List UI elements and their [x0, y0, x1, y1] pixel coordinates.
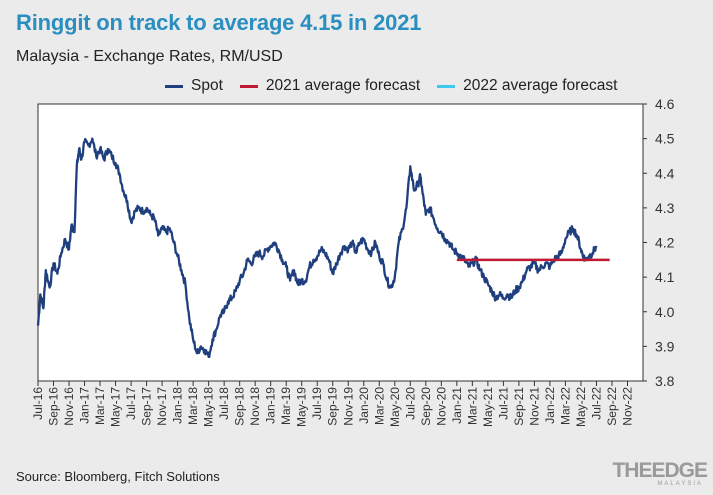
x-tick-label: Mar-17 — [93, 387, 107, 425]
x-tick-label: Jan-20 — [357, 387, 371, 424]
legend-label-spot: Spot — [191, 77, 223, 94]
x-tick-label: Sep-20 — [419, 387, 433, 426]
x-tick-label: Sep-22 — [605, 387, 619, 426]
x-tick-label: May-19 — [295, 387, 309, 427]
legend-swatch-2021-forecast — [239, 84, 258, 88]
brand-logo-subtext: MALAYSIA — [657, 481, 703, 487]
chart-legend: Spot 2021 average forecast 2022 average … — [165, 77, 617, 95]
x-tick-label: May-20 — [388, 387, 402, 427]
x-tick-label: Nov-18 — [248, 387, 262, 426]
x-tick-label: Jan-18 — [171, 387, 185, 424]
y-tick-label: 4.1 — [655, 269, 675, 285]
x-tick-label: Jan-21 — [450, 387, 464, 424]
x-tick-label: Jan-19 — [264, 387, 278, 424]
x-tick-label: Sep-19 — [326, 387, 340, 426]
x-tick-label: Nov-17 — [155, 387, 169, 426]
x-tick-label: Jan-22 — [543, 387, 557, 424]
x-tick-label: Nov-21 — [527, 387, 541, 426]
x-tick-label: Jul-17 — [124, 387, 138, 420]
brand-logo: THEEDGE MALAYSIA — [607, 459, 708, 491]
legend-label-2021-forecast: 2021 average forecast — [265, 77, 421, 94]
y-tick-label: 4.0 — [655, 304, 675, 320]
x-tick-label: Mar-22 — [558, 387, 572, 425]
y-tick-label: 4.5 — [655, 131, 675, 147]
x-tick-label: Jul-20 — [403, 387, 417, 420]
x-tick-label: Mar-19 — [279, 387, 293, 425]
y-tick-label: 4.6 — [655, 96, 675, 112]
x-tick-label: Jul-22 — [589, 387, 603, 420]
x-tick-label: Mar-21 — [465, 387, 479, 425]
y-tick-label: 3.9 — [655, 338, 675, 354]
chart-subtitle: Malaysia - Exchange Rates, RM/USD — [16, 48, 283, 65]
x-tick-label: Jul-19 — [310, 387, 324, 420]
x-tick-label: May-21 — [481, 387, 495, 427]
legend-item-2021-forecast: 2021 average forecast — [239, 77, 421, 95]
chart-title: Ringgit on track to average 4.15 in 2021 — [16, 10, 422, 35]
x-tick-label: Jul-18 — [217, 387, 231, 420]
legend-item-2022-forecast: 2022 average forecast — [437, 77, 617, 95]
x-tick-label: Mar-18 — [186, 387, 200, 425]
x-tick-label: Nov-22 — [620, 387, 634, 426]
x-tick-label: Jul-21 — [496, 387, 510, 420]
x-tick-label: Sep-18 — [233, 387, 247, 426]
x-tick-label: May-18 — [202, 387, 216, 427]
y-tick-label: 3.8 — [655, 373, 675, 389]
y-tick-label: 4.2 — [655, 235, 675, 251]
y-tick-label: 4.3 — [655, 200, 675, 216]
x-tick-label: Nov-19 — [341, 387, 355, 426]
x-tick-label: Sep-21 — [512, 387, 526, 426]
x-tick-label: Nov-20 — [434, 387, 448, 426]
x-tick-label: Jan-17 — [78, 387, 92, 424]
x-tick-label: Jul-16 — [31, 387, 45, 420]
source-note: Source: Bloomberg, Fitch Solutions — [16, 469, 220, 484]
legend-swatch-spot — [165, 84, 183, 88]
plot-area — [37, 103, 644, 382]
x-tick-label: Sep-17 — [140, 387, 154, 426]
x-tick-label: Sep-16 — [47, 387, 61, 426]
legend-label-2022-forecast: 2022 average forecast — [463, 77, 618, 94]
legend-swatch-2022-forecast — [437, 84, 456, 88]
x-tick-label: Mar-20 — [372, 387, 386, 425]
x-tick-label: May-17 — [109, 387, 123, 427]
legend-item-spot: Spot — [165, 77, 223, 95]
spot-series-line — [36, 137, 598, 359]
y-tick-label: 4.4 — [655, 165, 675, 181]
x-tick-label: Nov-16 — [62, 387, 76, 426]
brand-logo-text: THEEDGE — [612, 459, 708, 482]
x-tick-label: May-22 — [574, 387, 588, 427]
